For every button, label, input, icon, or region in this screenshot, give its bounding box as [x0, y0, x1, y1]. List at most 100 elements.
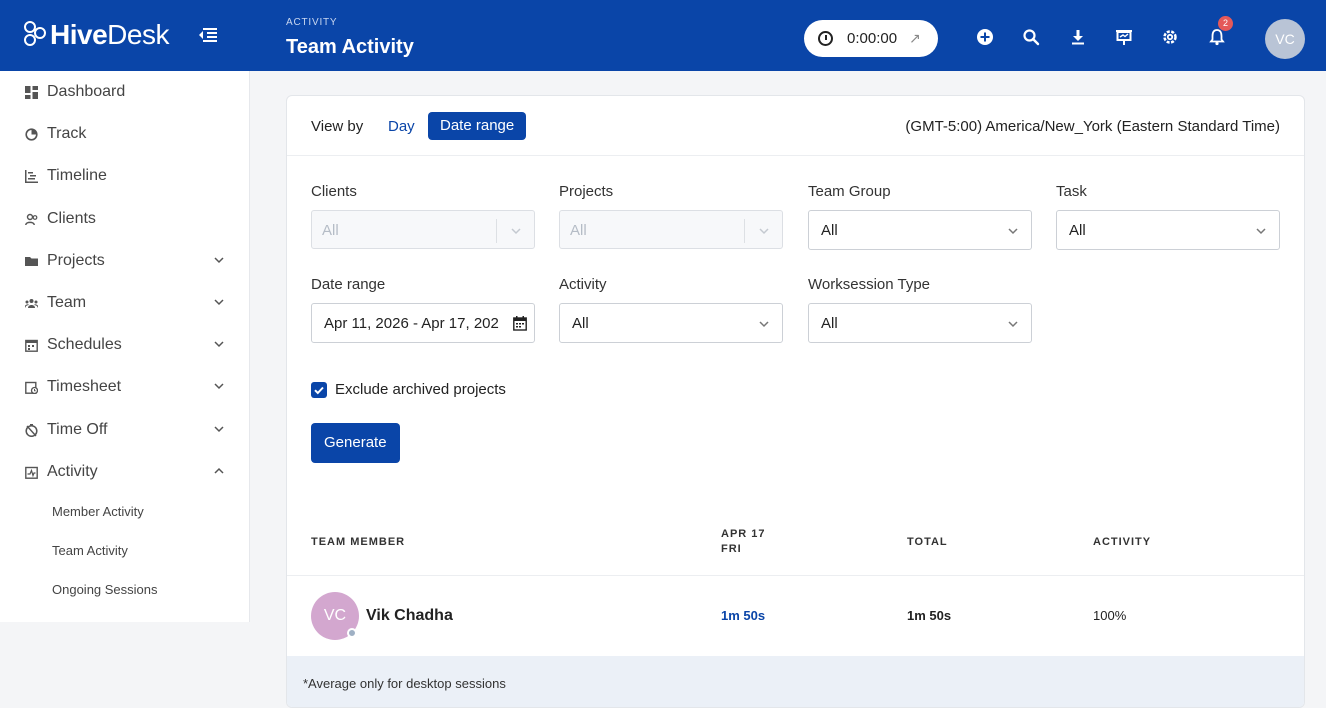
table-header-day[interactable]: APR 17 FRI — [721, 527, 766, 557]
activity-label: Activity — [559, 276, 607, 293]
activity-percent: 100% — [1093, 608, 1127, 623]
top-bar: HiveDesk ACTIVITY Team Activity 0:00:00 … — [0, 0, 1326, 71]
sidebar-item-activity[interactable]: Activity — [24, 460, 229, 484]
sidebar-subitem-member-activity[interactable]: Member Activity — [52, 504, 144, 519]
sidebar-item-time-off[interactable]: Time Off — [24, 418, 229, 442]
table-divider — [287, 575, 1304, 576]
menu-toggle-icon[interactable] — [199, 27, 217, 43]
exclude-archived-checkbox[interactable] — [311, 382, 327, 398]
sidebar-item-timesheet[interactable]: Timesheet — [24, 375, 229, 399]
day-time-link[interactable]: 1m 50s — [721, 608, 766, 623]
select-separator — [496, 219, 497, 243]
footer-note-text: *Average only for desktop sessions — [303, 676, 506, 691]
worksession-type-select[interactable]: All — [808, 303, 1032, 343]
clients-select[interactable]: All — [311, 210, 535, 249]
view-date-range-button[interactable]: Date range — [428, 112, 527, 140]
table-header-total[interactable]: TOTAL — [907, 536, 948, 548]
user-avatar[interactable]: VC — [1265, 19, 1305, 59]
expand-arrow-icon[interactable]: ↗ — [909, 30, 921, 46]
time-off-icon — [24, 423, 38, 437]
sidebar-item-schedules[interactable]: Schedules — [24, 333, 229, 357]
clients-value: All — [322, 222, 339, 239]
sidebar-item-label: Dashboard — [47, 83, 126, 100]
sidebar-item-timeline[interactable]: Timeline — [24, 164, 229, 188]
team-icon — [24, 296, 38, 310]
worksession-type-value: All — [821, 315, 838, 332]
search-icon[interactable] — [1022, 28, 1040, 46]
table-header-activity[interactable]: ACTIVITY — [1093, 536, 1152, 548]
generate-button[interactable]: Generate — [311, 423, 400, 463]
footer-note: *Average only for desktop sessions — [287, 656, 1304, 707]
timeline-icon — [24, 169, 38, 183]
clients-icon — [24, 212, 38, 226]
stopwatch-icon — [818, 31, 833, 46]
bell-icon[interactable] — [1208, 28, 1226, 46]
hivedesk-logo[interactable]: HiveDesk — [24, 20, 169, 50]
view-day-button[interactable]: Day — [388, 118, 415, 135]
sidebar-item-team[interactable]: Team — [24, 291, 229, 315]
projects-value: All — [570, 222, 587, 239]
chevron-up-icon[interactable] — [213, 465, 225, 477]
task-value: All — [1069, 222, 1086, 239]
task-select[interactable]: All — [1056, 210, 1280, 250]
team-activity-card: View by Day Date range (GMT-5:00) Americ… — [286, 95, 1305, 708]
timer-widget[interactable]: 0:00:00 ↗ — [804, 20, 938, 57]
clients-label: Clients — [311, 183, 357, 200]
activity-icon — [24, 465, 38, 479]
table-header-day-date: APR 17 — [721, 528, 766, 540]
chevron-down-icon — [1256, 228, 1266, 235]
sidebar-item-label: Projects — [47, 252, 105, 269]
chevron-down-icon — [759, 228, 769, 235]
date-range-value: Apr 11, 2026 - Apr 17, 202 — [324, 315, 499, 332]
view-by-label: View by — [311, 118, 364, 135]
presentation-icon[interactable] — [1115, 28, 1133, 46]
sidebar-item-label: Timesheet — [47, 378, 122, 395]
exclude-archived-label[interactable]: Exclude archived projects — [335, 381, 506, 398]
page-title: Team Activity — [286, 36, 414, 58]
timer-value: 0:00:00 — [847, 30, 898, 47]
sidebar-item-label: Track — [47, 125, 87, 142]
add-icon[interactable] — [976, 28, 994, 46]
status-indicator — [347, 628, 357, 638]
sidebar-item-label: Clients — [47, 210, 96, 227]
member-name[interactable]: Vik Chadha — [366, 607, 453, 624]
chevron-down-icon — [759, 321, 769, 328]
sidebar-item-label: Timeline — [47, 167, 107, 184]
projects-label: Projects — [559, 183, 614, 200]
download-icon[interactable] — [1069, 28, 1087, 46]
notification-badge: 2 — [1218, 16, 1233, 31]
chevron-down-icon[interactable] — [213, 296, 225, 308]
logo-icon — [24, 21, 48, 49]
date-range-input[interactable]: Apr 11, 2026 - Apr 17, 202 — [311, 303, 535, 343]
select-separator — [744, 219, 745, 243]
calendar-icon[interactable] — [513, 316, 527, 331]
projects-select[interactable]: All — [559, 210, 783, 249]
chevron-down-icon[interactable] — [213, 254, 225, 266]
chevron-down-icon — [1008, 228, 1018, 235]
track-icon — [24, 127, 38, 141]
activity-select[interactable]: All — [559, 303, 783, 343]
folder-icon — [24, 254, 38, 268]
sidebar-item-label: Team — [47, 294, 87, 311]
chevron-down-icon[interactable] — [213, 338, 225, 350]
dashboard-icon — [24, 85, 38, 99]
table-header-member[interactable]: TEAM MEMBER — [311, 536, 406, 548]
schedules-icon — [24, 338, 38, 352]
worksession-type-label: Worksession Type — [808, 276, 930, 293]
logo-text: HiveDesk — [50, 19, 169, 50]
sidebar-subitem-ongoing-sessions[interactable]: Ongoing Sessions — [52, 582, 158, 597]
sidebar-item-label: Time Off — [47, 421, 108, 438]
sidebar-item-clients[interactable]: Clients — [24, 207, 229, 231]
timesheet-icon — [24, 380, 38, 394]
sidebar-item-projects[interactable]: Projects — [24, 249, 229, 273]
sidebar-subitem-team-activity[interactable]: Team Activity — [52, 543, 128, 558]
sidebar-item-track[interactable]: Track — [24, 122, 229, 146]
sidebar-item-dashboard[interactable]: Dashboard — [24, 80, 229, 104]
gear-icon[interactable] — [1161, 28, 1179, 46]
chevron-down-icon[interactable] — [213, 423, 225, 435]
chevron-down-icon[interactable] — [213, 380, 225, 392]
avatar: VC — [311, 592, 359, 640]
team-group-value: All — [821, 222, 838, 239]
team-group-select[interactable]: All — [808, 210, 1032, 250]
breadcrumb: ACTIVITY — [286, 17, 338, 28]
